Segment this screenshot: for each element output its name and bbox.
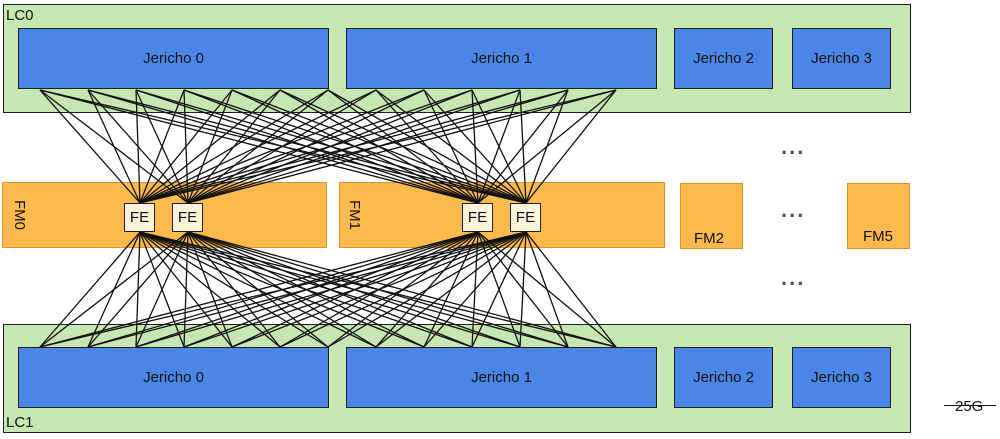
lc0-jericho-0: Jericho 0 — [18, 28, 329, 89]
lc1-jericho-1: Jericho 1 — [346, 347, 657, 408]
lc1-jericho-2: Jericho 2 — [674, 347, 773, 408]
ellipsis-top: ... — [781, 134, 806, 159]
fabric-module-fm0 — [2, 182, 327, 248]
legend-line — [944, 405, 996, 406]
lc0-jericho-1: Jericho 1 — [346, 28, 657, 89]
lc0-jericho-3: Jericho 3 — [792, 28, 891, 89]
fm5-label: FM5 — [863, 228, 893, 245]
ellipsis-middle: ... — [781, 197, 806, 222]
fm2-label: FM2 — [694, 230, 724, 247]
lc0-label: LC0 — [6, 7, 34, 24]
fm1-label: FM1 — [346, 200, 363, 230]
fabric-module-fm1 — [339, 182, 665, 248]
fe-chip-fm1-b: FE — [510, 203, 541, 232]
lc1-jericho-3: Jericho 3 — [792, 347, 891, 408]
legend-label: 25G — [955, 398, 984, 415]
lc1-jericho-0: Jericho 0 — [18, 347, 329, 408]
lc0-jericho-2: Jericho 2 — [674, 28, 773, 89]
fm0-label: FM0 — [11, 200, 28, 230]
ellipsis-bottom: ... — [781, 265, 806, 290]
fe-chip-fm1-a: FE — [462, 203, 493, 232]
fabric-module-fm5 — [847, 183, 910, 249]
lc1-label: LC1 — [6, 414, 34, 431]
fe-chip-fm0-a: FE — [124, 203, 155, 232]
fe-chip-fm0-b: FE — [172, 203, 203, 232]
fabric-module-fm2 — [680, 183, 743, 249]
